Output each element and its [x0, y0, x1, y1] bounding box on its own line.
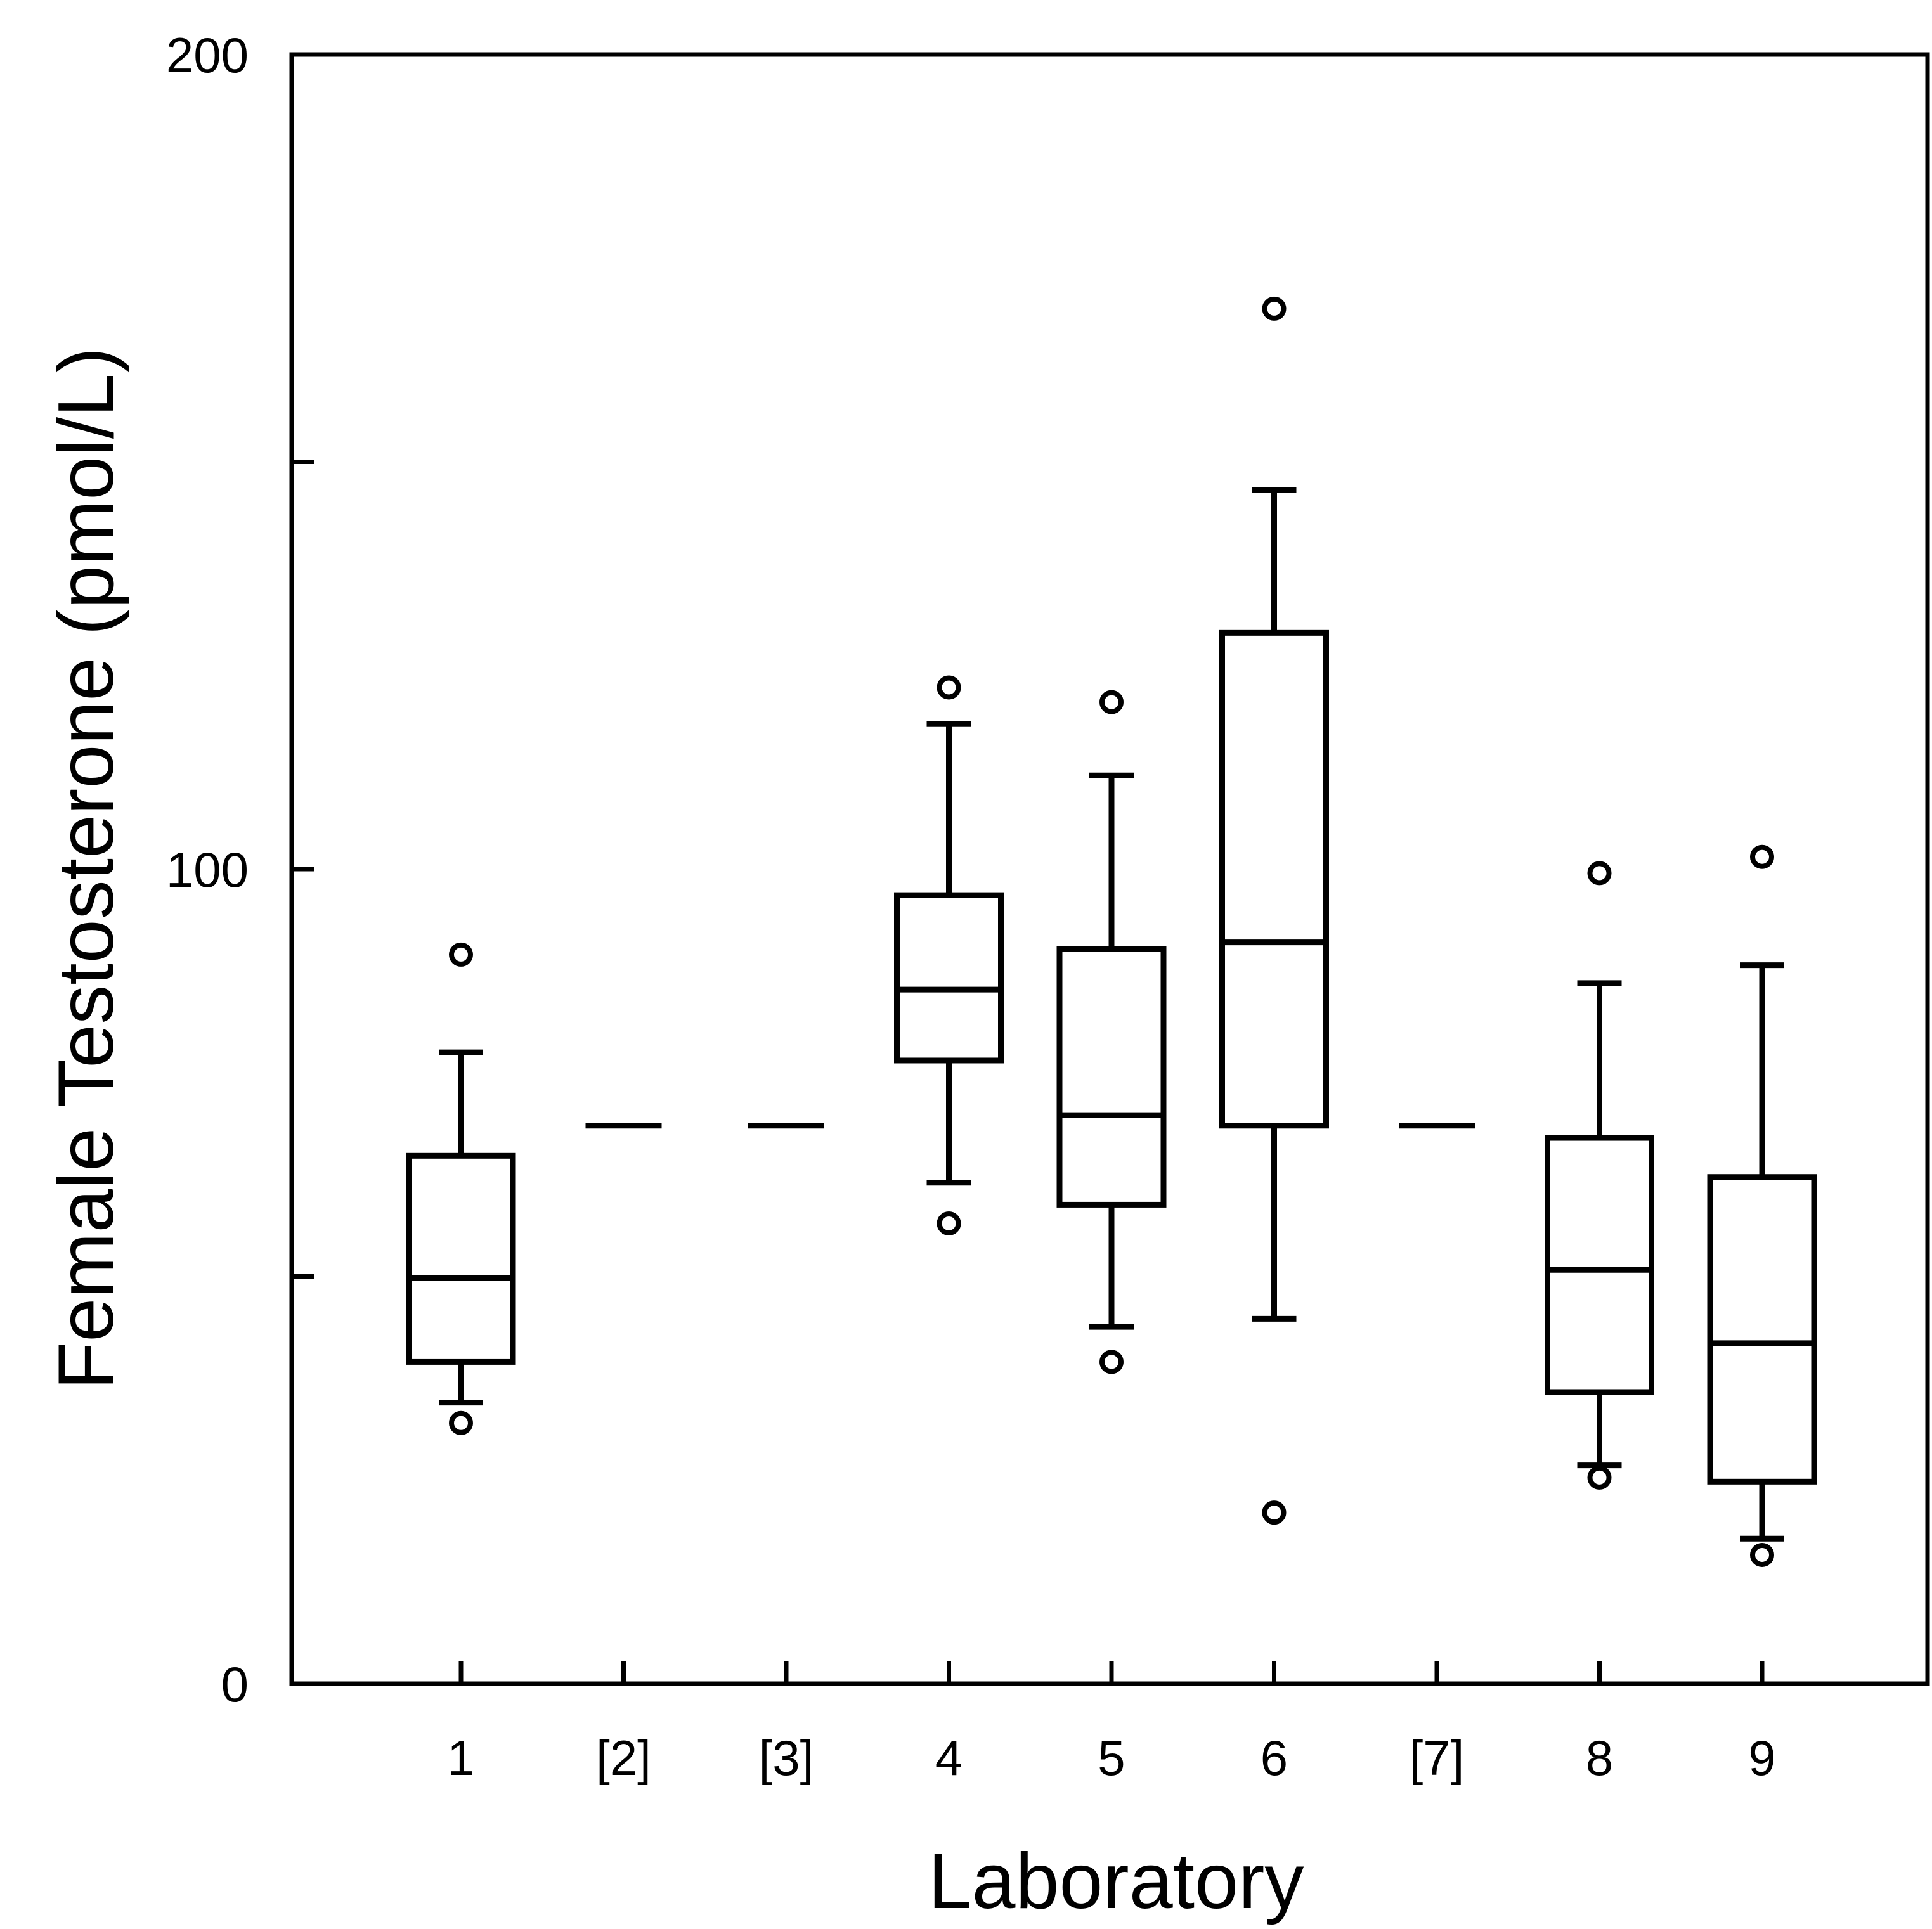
x-tick-label: [2] — [596, 1730, 651, 1786]
box-group-lab-6 — [1219, 296, 1329, 1525]
x-tick-label: 9 — [1748, 1730, 1775, 1786]
x-tick-label: [3] — [759, 1730, 814, 1786]
box-group-lab-5 — [1056, 690, 1167, 1374]
outlier-point — [1099, 1350, 1124, 1374]
outlier-point — [1262, 296, 1287, 321]
box-group-lab-9 — [1707, 844, 1817, 1567]
box-group-lab-4 — [894, 675, 1004, 1235]
y-tick-label: 200 — [166, 27, 249, 83]
y-tick-label: 0 — [221, 1656, 249, 1712]
box-iqr — [1219, 629, 1329, 1129]
x-tick-label: 4 — [935, 1730, 963, 1786]
outlier-point — [1587, 1465, 1612, 1490]
box-iqr — [1545, 1135, 1654, 1395]
box-iqr — [894, 892, 1004, 1064]
x-tick-label: 1 — [447, 1730, 474, 1786]
outlier-point — [1587, 861, 1612, 886]
y-axis-title: Female Testosterone (pmol/L) — [42, 347, 130, 1390]
box-iqr — [1056, 946, 1167, 1208]
outlier-point — [937, 1211, 961, 1235]
x-tick-label: 8 — [1586, 1730, 1613, 1786]
outlier-point — [937, 675, 961, 700]
y-axis-ticks: 0 100 200 — [166, 27, 314, 1712]
y-tick-label: 100 — [166, 842, 249, 898]
outlier-point — [1099, 690, 1124, 714]
box-group-lab-8 — [1545, 861, 1654, 1490]
outlier-point — [1750, 1542, 1774, 1567]
x-tick-label: [7] — [1410, 1730, 1465, 1786]
outlier-point — [449, 942, 473, 967]
x-axis-ticks: 1 [2] [3] 4 5 6 [7] 8 9 — [447, 1661, 1776, 1786]
outlier-point — [1750, 844, 1774, 869]
outlier-point — [449, 1410, 473, 1435]
x-tick-label: 5 — [1098, 1730, 1125, 1786]
box-series — [406, 296, 1817, 1567]
outlier-point — [1262, 1500, 1287, 1525]
box-iqr — [1707, 1174, 1817, 1485]
x-axis-title: Laboratory — [928, 1838, 1304, 1925]
x-tick-label: 6 — [1261, 1730, 1288, 1786]
box-group-lab-1 — [406, 942, 516, 1435]
box-iqr — [406, 1152, 516, 1365]
